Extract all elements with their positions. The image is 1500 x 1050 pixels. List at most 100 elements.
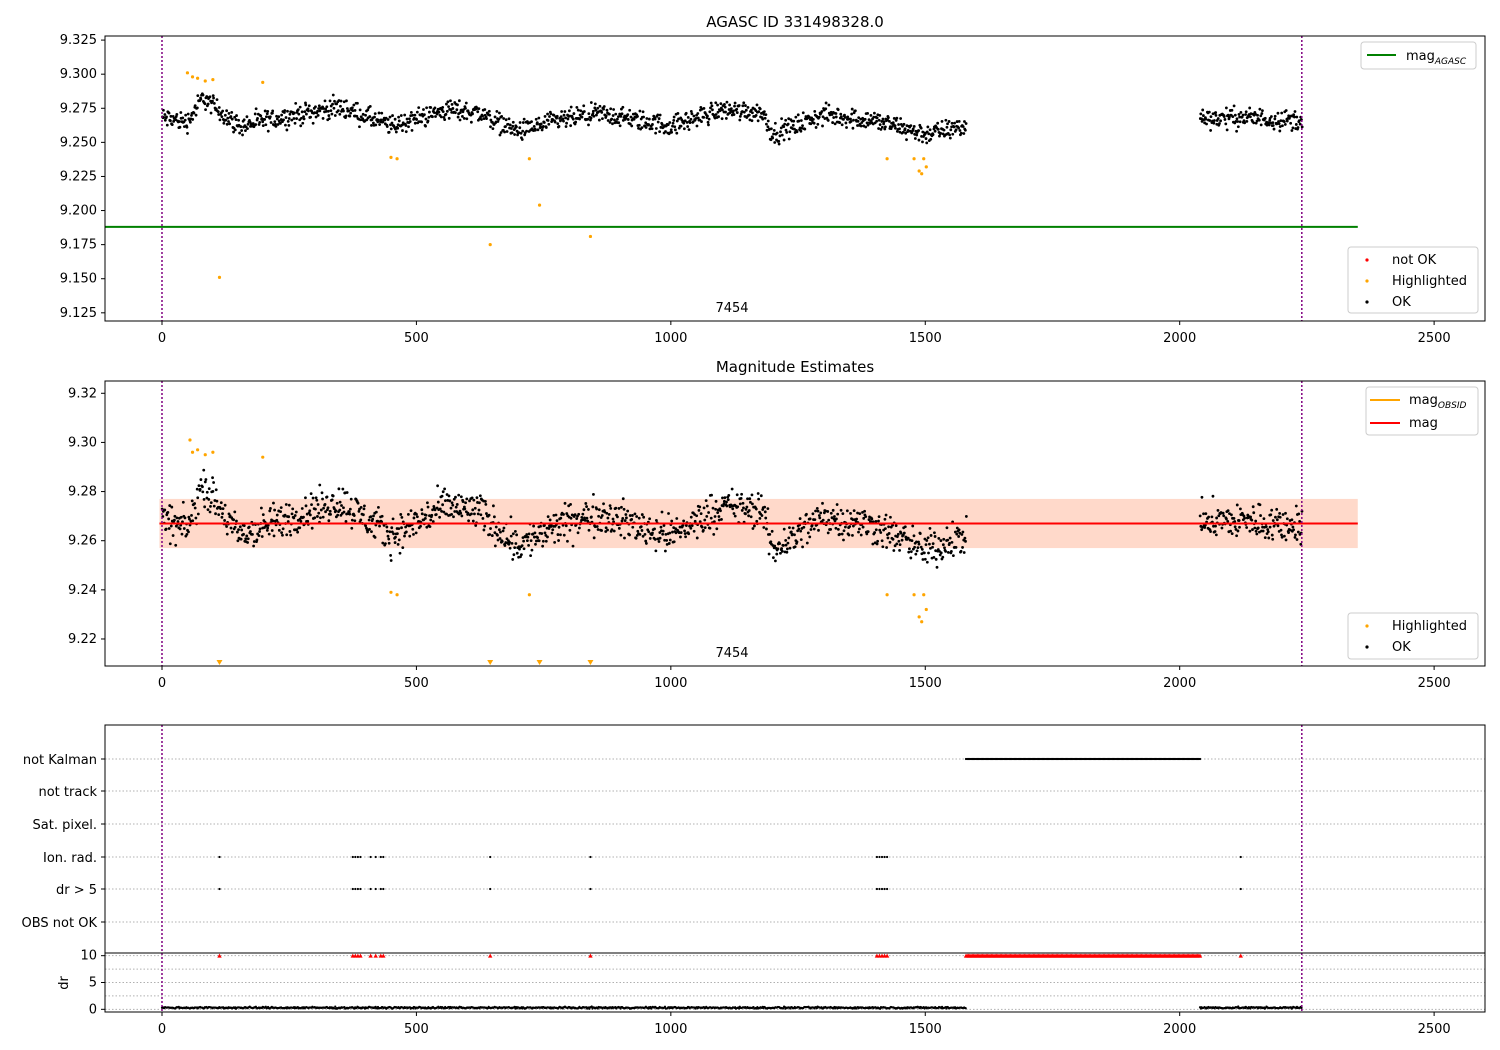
panel-magnitude-legend-top: magOBSID mag: [1365, 386, 1479, 436]
ok-point: [712, 520, 716, 524]
ok-point: [484, 500, 487, 503]
ok-point: [702, 106, 706, 110]
ok-point: [1277, 122, 1281, 125]
ok-point: [214, 488, 218, 492]
ok-point: [261, 124, 265, 128]
ok-point: [801, 111, 805, 115]
ok-point: [1248, 529, 1252, 533]
ok-point: [500, 540, 504, 543]
dr-clipped-marker: [373, 953, 378, 958]
flag-point: [374, 887, 377, 891]
ok-point: [750, 493, 754, 497]
ok-point: [493, 531, 497, 535]
ok-point: [843, 525, 847, 529]
ok-point: [756, 119, 760, 123]
ok-point: [1284, 109, 1288, 112]
ok-point: [225, 109, 229, 113]
ok-point: [683, 119, 687, 123]
ok-point: [543, 531, 547, 535]
ok-point: [644, 539, 648, 543]
legend-highlighted-2: Highlighted: [1392, 619, 1467, 634]
ok-point: [227, 112, 231, 115]
ok-point: [285, 128, 289, 132]
ok-point: [431, 520, 435, 523]
ok-point: [261, 513, 265, 517]
ok-point: [629, 115, 633, 119]
ok-point: [729, 107, 733, 111]
ok-point: [719, 102, 723, 106]
ok-point: [906, 128, 910, 132]
ok-point: [928, 526, 932, 530]
ok-point: [196, 496, 200, 500]
ok-point: [795, 540, 799, 544]
ok-point: [710, 493, 713, 497]
ok-point: [229, 115, 233, 118]
ok-point: [838, 532, 842, 536]
legend-mag-agasc: magAGASC: [1406, 49, 1467, 67]
ok-point: [466, 511, 470, 515]
ok-point: [857, 530, 860, 534]
ok-point: [882, 122, 886, 126]
ok-point: [690, 524, 694, 528]
ok-point: [671, 530, 674, 534]
x-tick-label: 1000: [654, 331, 687, 346]
ok-point: [880, 120, 884, 123]
ok-point: [963, 536, 967, 540]
ok-point: [348, 114, 352, 118]
dr-point: [1237, 1005, 1240, 1008]
ok-point: [845, 126, 848, 129]
ok-point: [179, 111, 183, 114]
ok-point: [819, 511, 823, 515]
ok-point: [377, 505, 380, 509]
ok-point: [817, 115, 821, 119]
ok-point: [477, 508, 481, 512]
ok-point: [408, 120, 412, 123]
ok-point: [365, 118, 369, 122]
ok-point: [960, 533, 964, 536]
ok-point: [1245, 526, 1249, 529]
ok-point: [650, 127, 654, 131]
ok-point: [478, 494, 482, 498]
ok-point: [235, 114, 238, 117]
ok-point: [233, 115, 237, 119]
ok-point: [633, 512, 637, 516]
ok-point: [439, 115, 443, 119]
ok-point: [663, 549, 667, 553]
panel-agasc-legend-bottom: not OK Highlighted OK: [1347, 246, 1479, 314]
highlighted-point: [196, 448, 200, 452]
ok-point: [268, 509, 272, 513]
ok-point: [387, 130, 391, 134]
ok-point: [1299, 542, 1303, 546]
ok-point: [659, 525, 663, 529]
ok-point: [511, 124, 515, 128]
ok-point: [498, 111, 501, 115]
ok-point: [766, 507, 770, 511]
ok-point: [617, 121, 621, 125]
ok-point: [852, 524, 855, 528]
ok-point: [479, 513, 483, 517]
ok-point: [1224, 122, 1228, 126]
ok-point: [924, 137, 928, 140]
ok-point: [620, 112, 624, 116]
ok-point: [866, 111, 869, 115]
ok-point: [672, 119, 676, 122]
ok-point: [896, 532, 900, 536]
ok-point: [1236, 125, 1240, 129]
ok-point: [796, 113, 800, 117]
ok-point: [246, 127, 249, 131]
ok-point: [682, 121, 686, 125]
ok-point: [532, 535, 536, 539]
ok-point: [1257, 118, 1261, 122]
ok-point: [306, 107, 310, 111]
ok-point: [190, 113, 193, 117]
ok-point: [367, 518, 371, 522]
ok-point: [786, 541, 790, 545]
ok-point: [829, 511, 833, 515]
ok-point: [842, 117, 845, 121]
ok-point: [255, 538, 259, 542]
ok-point: [931, 133, 935, 136]
ok-point: [1236, 529, 1240, 533]
ok-point: [176, 520, 180, 523]
ok-point: [830, 113, 834, 116]
ok-point: [560, 110, 564, 113]
